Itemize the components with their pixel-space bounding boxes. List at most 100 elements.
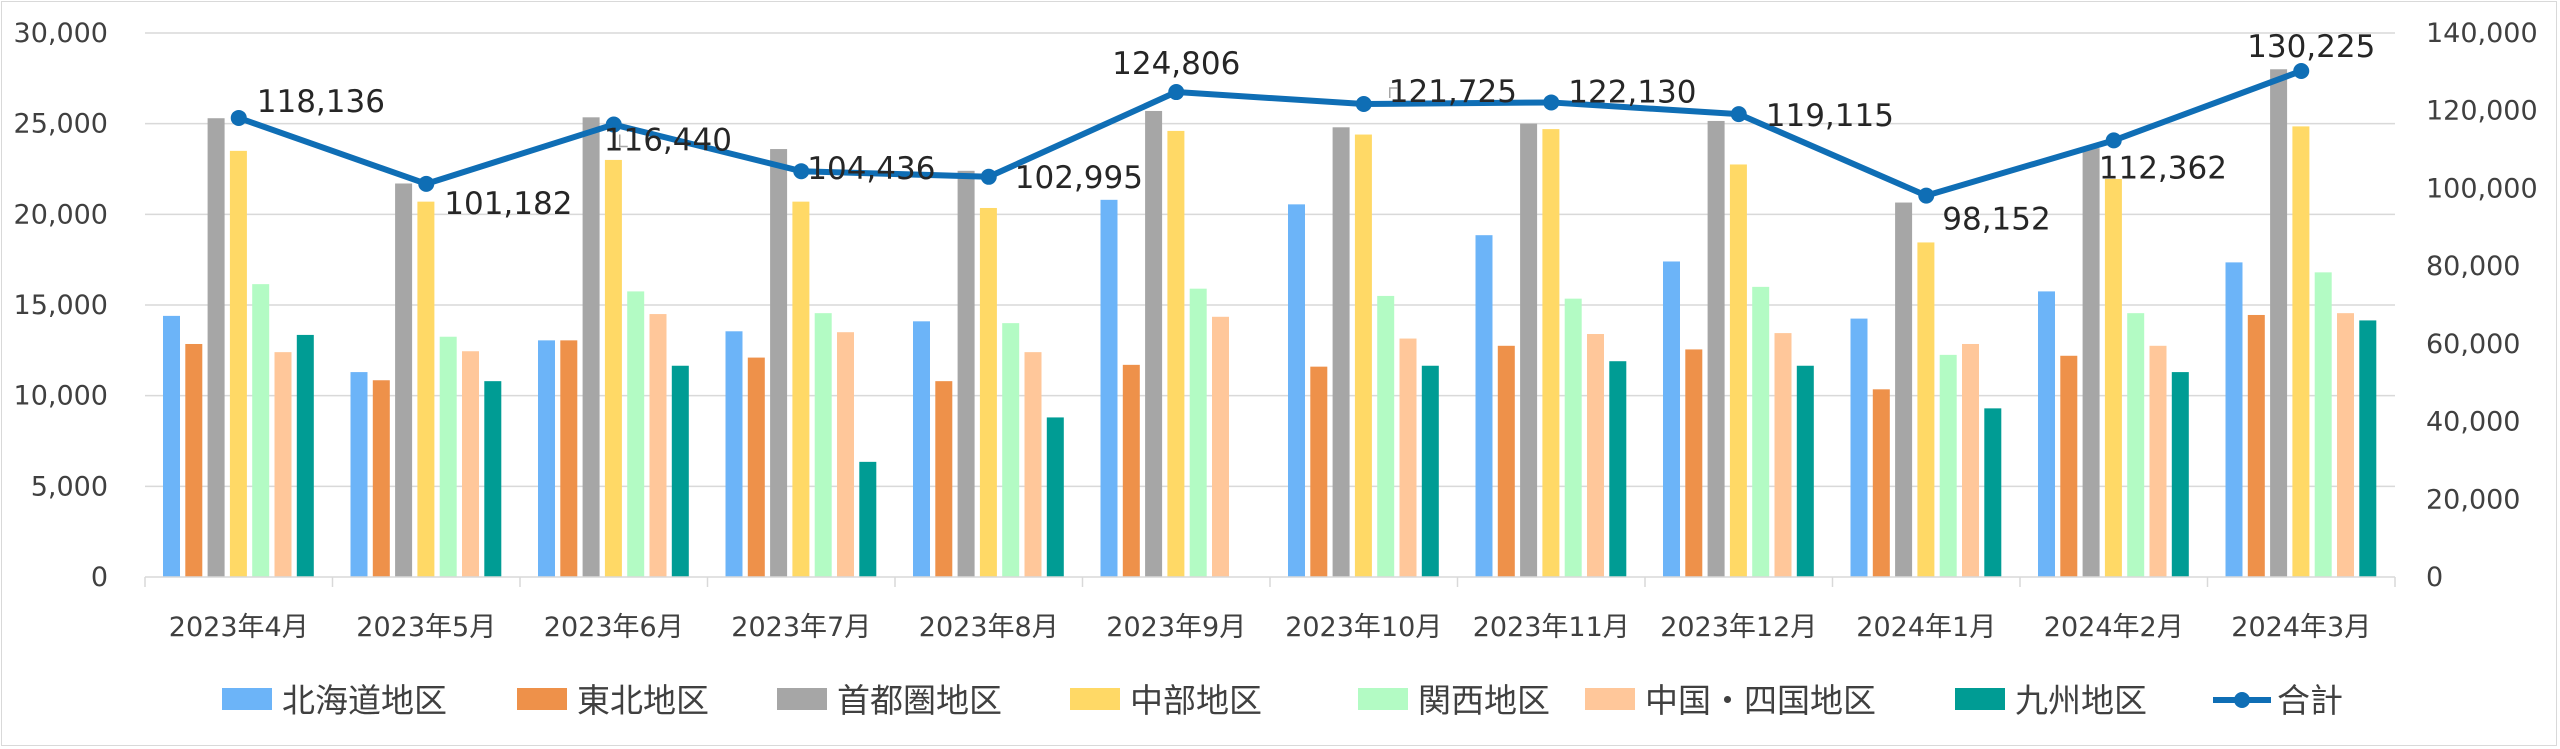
bar xyxy=(395,183,413,578)
total-point xyxy=(2293,62,2310,79)
x-tick-label: 2023年7月 xyxy=(731,612,871,643)
x-tick-label: 2023年6月 xyxy=(544,612,684,643)
bar xyxy=(1895,202,1913,577)
bar xyxy=(1707,120,1725,578)
bar xyxy=(913,321,930,577)
x-tick-label: 2024年1月 xyxy=(1856,612,1996,643)
x-tick-label: 2023年8月 xyxy=(919,612,1059,643)
legend-label: 九州地区 xyxy=(2015,681,2147,720)
bar xyxy=(1145,110,1163,578)
total-data-label: 124,806 xyxy=(1112,46,1240,82)
total-point xyxy=(230,109,247,126)
bar xyxy=(2149,345,2167,577)
bar xyxy=(2225,262,2243,577)
bar xyxy=(1310,366,1328,577)
bar xyxy=(1729,164,1747,577)
bar xyxy=(538,340,555,577)
label-leader xyxy=(1389,87,1398,99)
left-tick-label: 10,000 xyxy=(14,381,108,412)
total-point xyxy=(1168,84,1185,101)
x-tick-label: 2023年9月 xyxy=(1106,612,1246,643)
bar xyxy=(2270,69,2288,578)
legend-swatch xyxy=(1585,688,1635,710)
legend-swatch xyxy=(222,688,272,710)
legend-label: 中部地区 xyxy=(1130,681,1262,720)
x-tick-label: 2023年12月 xyxy=(1660,612,1817,643)
bar xyxy=(1100,199,1118,577)
bar xyxy=(1564,298,1582,577)
right-tick-label: 100,000 xyxy=(2426,173,2538,204)
total-point xyxy=(2105,132,2122,149)
bar xyxy=(627,291,645,577)
total-line xyxy=(237,68,2303,199)
bar xyxy=(163,315,180,577)
legend: 北海道地区 東北地区 首都圏地区 中部地区 関西地区 中国・四国地区 九州地区 合計 xyxy=(222,681,2343,720)
bar xyxy=(296,334,314,577)
bar xyxy=(814,313,832,577)
bar xyxy=(1377,295,1395,577)
bar xyxy=(439,336,457,577)
right-tick-label: 40,000 xyxy=(2426,407,2520,438)
bar xyxy=(1332,127,1350,577)
right-tick-label: 60,000 xyxy=(2426,329,2520,360)
bar xyxy=(2359,320,2377,577)
legend-label: 北海道地区 xyxy=(282,681,447,720)
bar xyxy=(2247,314,2265,577)
legend-swatch xyxy=(1358,688,1408,710)
bar xyxy=(671,365,689,577)
bar xyxy=(1212,316,1229,577)
total-data-label: 130,225 xyxy=(2247,29,2375,65)
bar xyxy=(2104,178,2122,577)
bar-series xyxy=(163,69,2377,578)
legend-label: 東北地区 xyxy=(577,681,709,720)
legend-swatch xyxy=(1070,688,1120,710)
legend-swatch xyxy=(517,688,567,710)
left-tick-label: 15,000 xyxy=(14,290,108,321)
total-data-label: 116,440 xyxy=(604,123,732,159)
x-tick-label: 2024年3月 xyxy=(2231,612,2371,643)
bar xyxy=(2337,313,2354,577)
bar xyxy=(649,314,667,577)
total-point xyxy=(1355,96,1372,113)
bar xyxy=(1542,129,1560,577)
legend-label: 合計 xyxy=(2277,681,2343,720)
bar xyxy=(1587,334,1604,577)
legend-label: 関西地区 xyxy=(1418,681,1550,720)
bar xyxy=(1752,286,1770,577)
right-tick-label: 0 xyxy=(2426,562,2443,593)
total-point xyxy=(1730,106,1747,123)
right-tick-label: 140,000 xyxy=(2426,18,2538,49)
total-point xyxy=(605,116,622,133)
total-data-label: 122,130 xyxy=(1568,74,1696,110)
x-tick-label: 2023年4月 xyxy=(169,612,309,643)
left-tick-label: 30,000 xyxy=(14,18,108,49)
right-tick-label: 20,000 xyxy=(2426,484,2520,515)
legend-swatch xyxy=(777,688,827,710)
bar xyxy=(935,381,953,577)
bar xyxy=(2127,313,2145,577)
legend-label: 中国・四国地区 xyxy=(1645,681,1876,720)
total-data-label: 121,725 xyxy=(1389,74,1517,110)
bar xyxy=(1663,261,1680,577)
bar xyxy=(1685,349,1703,577)
right-tick-label: 120,000 xyxy=(2426,96,2538,127)
bar xyxy=(2171,372,2189,577)
bar xyxy=(859,461,877,577)
bar xyxy=(1774,333,1792,577)
x-tick-label: 2024年2月 xyxy=(2044,612,2184,643)
total-data-label: 104,436 xyxy=(807,151,935,187)
gridlines xyxy=(145,32,2395,488)
bar xyxy=(725,331,743,577)
bar xyxy=(1520,123,1538,578)
x-axis: 2023年4月 2023年5月 2023年6月 2023年7月 2023年8月 2023年… xyxy=(144,576,2396,643)
bar xyxy=(747,357,765,577)
bar xyxy=(274,352,292,577)
total-data-label: 102,995 xyxy=(1015,160,1143,196)
bar xyxy=(1002,323,1020,577)
bar xyxy=(1189,288,1207,577)
bar xyxy=(2060,355,2078,577)
bar xyxy=(770,149,788,577)
bar xyxy=(1917,242,1935,577)
bar xyxy=(252,284,270,577)
total-point xyxy=(793,163,810,180)
